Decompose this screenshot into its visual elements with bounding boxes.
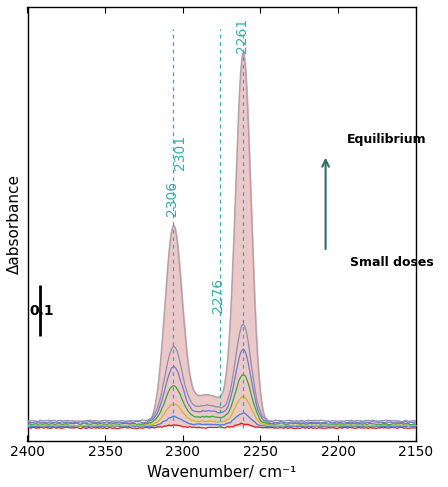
Text: 2306: 2306 (165, 181, 179, 216)
X-axis label: Wavenumber/ cm⁻¹: Wavenumber/ cm⁻¹ (147, 465, 296, 480)
Text: 0.1: 0.1 (29, 303, 54, 318)
Text: Small doses: Small doses (350, 256, 434, 268)
Text: 2276: 2276 (211, 278, 225, 313)
Y-axis label: Δabsorbance: Δabsorbance (7, 174, 22, 274)
Text: 2261: 2261 (235, 18, 249, 53)
Text: Equilibrium: Equilibrium (347, 133, 427, 146)
Text: 2301: 2301 (172, 135, 187, 170)
